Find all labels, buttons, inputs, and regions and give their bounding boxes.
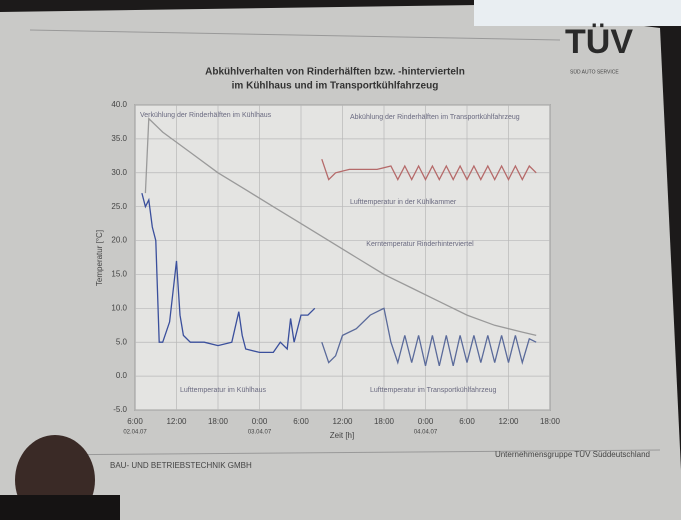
- x-tick-label: 0:00: [418, 417, 434, 426]
- x-tick-label: 12:00: [166, 417, 187, 426]
- photo: TÜV SÜD AUTO SERVICE Abkühlverhalten von…: [0, 0, 681, 520]
- x-tick-label: 12:00: [498, 417, 519, 426]
- x-date-label: 02.04.07: [123, 430, 147, 436]
- annotation: Abkühlung der Rinderhälften im Transport…: [350, 114, 520, 121]
- annotation: Lufttemperatur im Kühlhaus: [180, 387, 266, 394]
- y-tick-label: 5.0: [116, 337, 128, 346]
- annotation: Verkühlung der Rinderhälften im Kühlhaus: [140, 112, 272, 119]
- y-tick-label: 30.0: [111, 168, 127, 177]
- logo-subtitle: SÜD AUTO SERVICE: [570, 68, 619, 75]
- footer-right: Unternehmensgruppe TÜV Süddeutschland: [495, 450, 650, 459]
- y-tick-label: 25.0: [111, 202, 127, 211]
- x-tick-label: 0:00: [252, 417, 268, 426]
- footer-left: BAU- UND BETRIEBSTECHNIK GMBH: [110, 461, 252, 470]
- annotation: Lufttemperatur in der Kühlkammer: [350, 199, 457, 206]
- annotation: Kerntemperatur Rinderhinterviertel: [366, 241, 474, 248]
- y-axis-label: Temperatur [°C]: [95, 230, 104, 286]
- annotation: Lufttemperatur im Transportkühlfahrzeug: [370, 387, 497, 394]
- y-tick-label: 35.0: [111, 134, 127, 143]
- y-tick-label: 10.0: [111, 303, 127, 312]
- x-date-label: 03.04.07: [248, 430, 272, 436]
- x-tick-label: 18:00: [208, 417, 229, 426]
- x-tick-label: 6:00: [293, 417, 309, 426]
- x-date-label: 04.04.07: [414, 430, 438, 436]
- y-tick-label: -5.0: [113, 405, 127, 414]
- x-tick-label: 6:00: [127, 417, 143, 426]
- y-tick-label: 20.0: [111, 236, 127, 245]
- audience-body: [0, 495, 120, 520]
- x-tick-label: 12:00: [332, 417, 353, 426]
- chart-title: im Kühlhaus und im Transportkühlfahrzeug: [232, 81, 439, 92]
- y-tick-label: 0.0: [116, 371, 128, 380]
- y-tick-label: 40.0: [111, 100, 127, 109]
- y-tick-label: 15.0: [111, 270, 127, 279]
- x-tick-label: 18:00: [374, 417, 395, 426]
- x-tick-label: 18:00: [540, 417, 561, 426]
- x-axis-label: Zeit [h]: [330, 431, 354, 440]
- chart-title: Abkühlverhalten von Rinderhälften bzw. -…: [205, 67, 465, 78]
- logo: TÜV: [565, 23, 633, 61]
- x-tick-label: 6:00: [459, 417, 475, 426]
